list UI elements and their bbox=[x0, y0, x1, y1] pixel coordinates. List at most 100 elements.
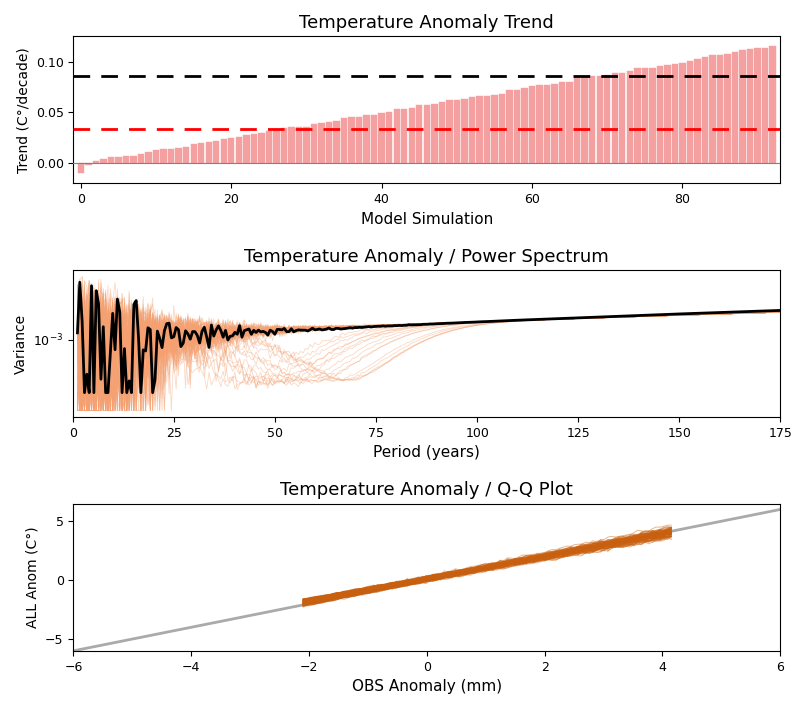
Bar bbox=[634, 69, 641, 163]
Bar bbox=[626, 71, 633, 163]
Bar bbox=[499, 94, 505, 163]
Bar bbox=[131, 156, 137, 163]
Bar bbox=[356, 117, 363, 163]
Bar bbox=[168, 149, 174, 163]
Bar bbox=[206, 142, 212, 163]
Bar bbox=[536, 86, 542, 163]
Bar bbox=[393, 110, 400, 163]
Bar bbox=[513, 90, 520, 163]
Bar bbox=[649, 68, 655, 163]
Bar bbox=[379, 113, 385, 163]
Bar bbox=[476, 96, 483, 163]
Bar bbox=[153, 150, 160, 163]
Bar bbox=[386, 112, 393, 163]
Bar bbox=[544, 85, 550, 163]
Bar bbox=[461, 99, 467, 163]
Title: Temperature Anomaly / Power Spectrum: Temperature Anomaly / Power Spectrum bbox=[244, 248, 609, 266]
Bar bbox=[739, 50, 746, 163]
Bar bbox=[506, 90, 513, 163]
Bar bbox=[521, 88, 528, 163]
Bar bbox=[348, 118, 355, 163]
Bar bbox=[567, 81, 573, 163]
Bar bbox=[732, 52, 738, 163]
Bar bbox=[371, 115, 377, 163]
Bar bbox=[123, 156, 129, 163]
Bar bbox=[416, 105, 422, 163]
Bar bbox=[447, 101, 452, 163]
Bar bbox=[221, 139, 227, 163]
Bar bbox=[529, 86, 535, 163]
Bar bbox=[160, 149, 167, 163]
Bar bbox=[93, 161, 99, 163]
Bar bbox=[438, 102, 445, 163]
Bar bbox=[492, 95, 497, 163]
Bar bbox=[85, 163, 92, 165]
Bar bbox=[754, 48, 761, 163]
Bar bbox=[176, 149, 182, 163]
Bar bbox=[108, 157, 114, 163]
Y-axis label: Trend (C°/decade): Trend (C°/decade) bbox=[16, 47, 30, 173]
Bar bbox=[266, 132, 272, 163]
Bar bbox=[311, 124, 318, 163]
Bar bbox=[364, 115, 370, 163]
Bar bbox=[687, 61, 693, 163]
Bar bbox=[341, 118, 347, 163]
Bar bbox=[289, 127, 295, 163]
Bar bbox=[100, 159, 106, 163]
Bar bbox=[694, 59, 700, 163]
Bar bbox=[642, 68, 648, 163]
Bar bbox=[115, 156, 122, 163]
Bar bbox=[484, 96, 490, 163]
Y-axis label: ALL Anom (C°): ALL Anom (C°) bbox=[26, 527, 39, 628]
Bar bbox=[619, 73, 625, 163]
X-axis label: OBS Anomaly (mm): OBS Anomaly (mm) bbox=[351, 679, 502, 694]
Bar bbox=[559, 82, 565, 163]
Bar bbox=[431, 104, 438, 163]
Bar bbox=[213, 142, 219, 163]
Bar bbox=[717, 55, 723, 163]
Bar bbox=[318, 123, 325, 163]
Bar bbox=[469, 97, 475, 163]
Bar bbox=[596, 76, 603, 163]
Bar bbox=[770, 46, 776, 163]
Bar bbox=[401, 109, 407, 163]
Bar bbox=[228, 138, 235, 163]
Bar bbox=[409, 108, 415, 163]
Bar bbox=[258, 133, 264, 163]
Bar bbox=[574, 78, 580, 163]
Bar bbox=[251, 134, 257, 163]
Bar bbox=[326, 122, 332, 163]
Bar bbox=[664, 65, 671, 163]
Title: Temperature Anomaly / Q-Q Plot: Temperature Anomaly / Q-Q Plot bbox=[280, 481, 573, 499]
Bar bbox=[235, 137, 242, 163]
Bar bbox=[243, 135, 250, 163]
Bar bbox=[145, 152, 152, 163]
Bar bbox=[280, 128, 287, 163]
Bar bbox=[612, 73, 618, 163]
Bar bbox=[273, 130, 280, 163]
Bar bbox=[581, 76, 588, 163]
Bar bbox=[303, 127, 310, 163]
X-axis label: Model Simulation: Model Simulation bbox=[360, 212, 493, 227]
Bar bbox=[747, 50, 754, 163]
Bar bbox=[725, 55, 731, 163]
Bar bbox=[709, 55, 716, 163]
Bar bbox=[190, 144, 197, 163]
Y-axis label: Variance: Variance bbox=[14, 314, 28, 374]
Bar bbox=[604, 74, 610, 163]
Bar bbox=[671, 64, 678, 163]
Title: Temperature Anomaly Trend: Temperature Anomaly Trend bbox=[299, 14, 555, 32]
Bar bbox=[77, 163, 84, 173]
Bar bbox=[589, 76, 596, 163]
Bar bbox=[198, 143, 205, 163]
Bar bbox=[551, 84, 558, 163]
Bar bbox=[424, 105, 430, 163]
Bar bbox=[657, 66, 663, 163]
Bar bbox=[454, 101, 460, 163]
Bar bbox=[679, 63, 686, 163]
X-axis label: Period (years): Period (years) bbox=[373, 445, 480, 460]
Bar bbox=[183, 147, 189, 163]
Bar bbox=[762, 47, 768, 163]
Bar bbox=[334, 121, 340, 163]
Bar bbox=[138, 154, 144, 163]
